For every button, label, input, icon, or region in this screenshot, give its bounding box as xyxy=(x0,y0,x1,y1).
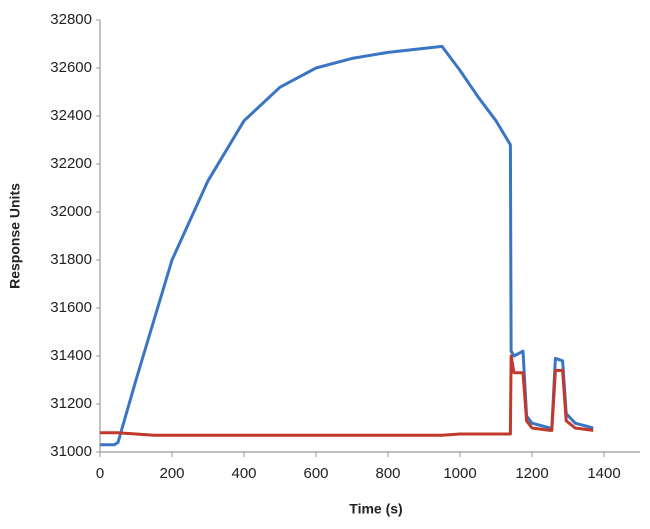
x-tick-label: 800 xyxy=(375,465,400,482)
y-tick-label: 31000 xyxy=(50,443,92,460)
y-tick-label: 32600 xyxy=(50,59,92,76)
y-tick-label: 32000 xyxy=(50,203,92,220)
x-tick-label: 1400 xyxy=(587,465,620,482)
y-tick-label: 32400 xyxy=(50,107,92,124)
y-tick-label: 31400 xyxy=(50,347,92,364)
x-tick-label: 1000 xyxy=(443,465,476,482)
y-tick-label: 31200 xyxy=(50,395,92,412)
x-axis-label: Time (s) xyxy=(349,501,402,517)
x-tick-label: 600 xyxy=(303,465,328,482)
y-tick-label: 32800 xyxy=(50,11,92,28)
y-axis-label: Response Units xyxy=(7,183,23,289)
y-tick-label: 31800 xyxy=(50,251,92,268)
x-tick-label: 1200 xyxy=(515,465,548,482)
x-tick-label: 0 xyxy=(96,465,104,482)
x-tick-label: 200 xyxy=(159,465,184,482)
series-line xyxy=(100,44,594,447)
y-tick-label: 32200 xyxy=(50,155,92,172)
series-line xyxy=(100,354,594,437)
x-tick-label: 400 xyxy=(231,465,256,482)
y-tick-label: 31600 xyxy=(50,299,92,316)
